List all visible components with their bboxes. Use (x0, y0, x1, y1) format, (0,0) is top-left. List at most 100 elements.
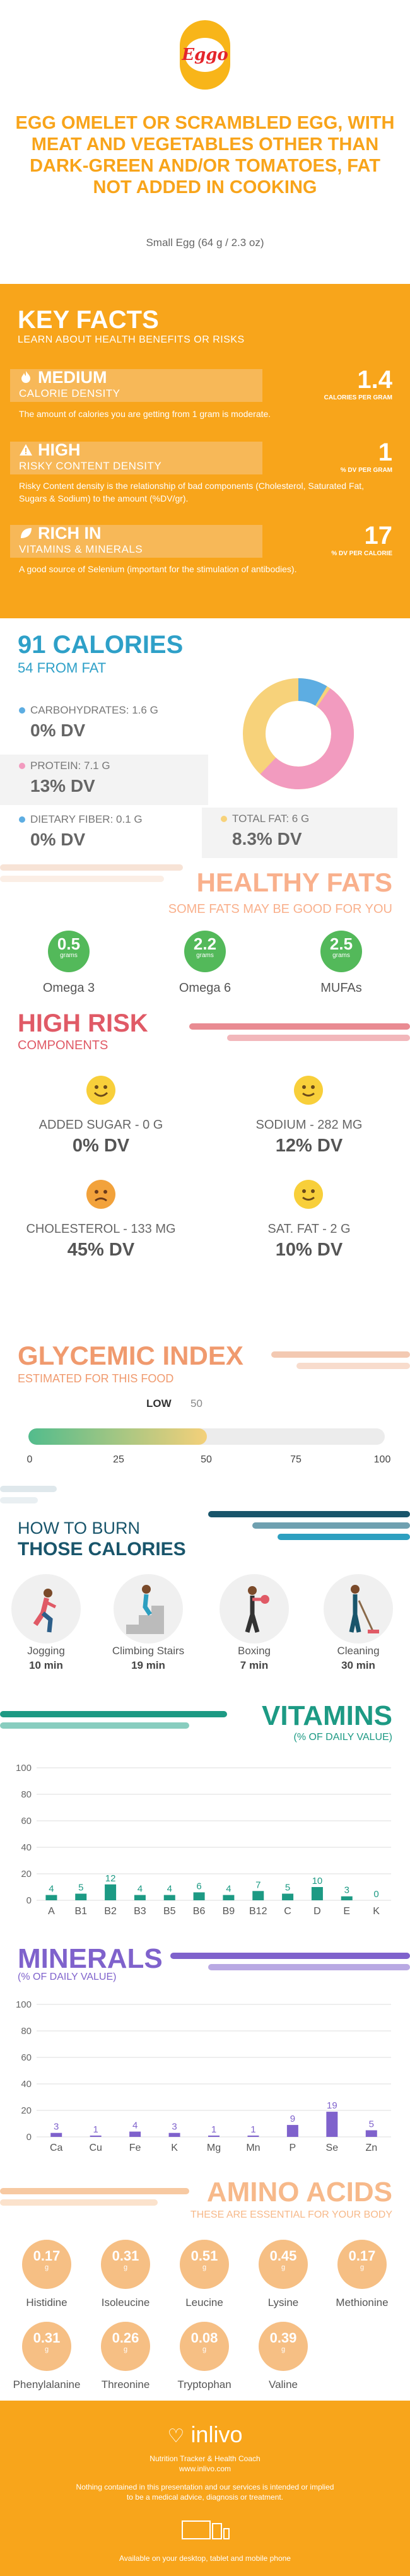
bar-value-label: 9 (290, 2114, 295, 2124)
deco-stripe (296, 1363, 410, 1369)
kf-level-medium: MEDIUM (19, 368, 107, 387)
amino-badge: 0.17 g (337, 2240, 387, 2289)
x-tick-label: C (284, 1906, 291, 1917)
amino-subtitle: THESE ARE ESSENTIAL FOR YOUR BODY (190, 2209, 392, 2220)
kf-desc: Risky Content density is the relationshi… (19, 481, 365, 503)
x-tick-label: B1 (74, 1906, 87, 1917)
amino-badge: 0.26 g (101, 2322, 150, 2371)
bar (193, 1892, 205, 1900)
minerals-title: MINERALS (18, 1943, 163, 1974)
bar-value-label: 1 (211, 2124, 216, 2135)
footer-tagline: Nutrition Tracker & Health Coach (149, 2454, 261, 2463)
mufas-badge: 2.5 grams (320, 931, 362, 972)
nutrient-fat: TOTAL FAT: 6 g 8.3% DV (202, 808, 397, 858)
fat-name: MUFAs (320, 981, 362, 995)
high-risk-title: HIGH RISK (18, 1009, 148, 1037)
nutrient-label: DIETARY FIBER: 0.1 g (30, 813, 143, 825)
bar-value-label: 5 (369, 2119, 374, 2130)
logo-text: Eggo (182, 45, 228, 64)
amino-name: Lysine (267, 2297, 299, 2308)
bar (326, 2112, 338, 2137)
smile-face-icon (294, 1180, 323, 1209)
x-tick-label: E (343, 1906, 350, 1917)
donut-carbs-slice (243, 678, 354, 789)
deco-stripe (0, 1486, 57, 1492)
x-tick-label: B5 (163, 1906, 176, 1917)
amino-name: Isoleucine (101, 2297, 150, 2308)
x-tick-label: B6 (193, 1906, 206, 1917)
healthy-fats-subtitle: SOME FATS MAY BE GOOD FOR YOU (168, 902, 392, 916)
x-tick-label: A (48, 1906, 55, 1917)
risk-dv: 0% DV (72, 1136, 130, 1156)
bar (163, 1895, 175, 1900)
calories-title: 91 CALORIES (18, 631, 184, 659)
gi-tick: 0 (26, 1454, 33, 1465)
bar (365, 2130, 377, 2137)
y-tick-label: 100 (16, 1763, 32, 1773)
x-tick-label: Mg (207, 2143, 221, 2153)
risk-dv: 45% DV (67, 1240, 135, 1260)
x-tick-label: Fe (129, 2143, 141, 2153)
kf-badge-bg (10, 525, 262, 558)
kf-unit: % DV PER CALORIE (331, 550, 392, 557)
gi-tick: 75 (290, 1454, 302, 1465)
bar-value-label: 3 (54, 2122, 59, 2132)
y-tick-label: 0 (26, 1895, 32, 1906)
nutrient-fiber: DIETARY FIBER: 0.1 g 0% DV (0, 811, 208, 861)
glycemic-level: LOW (146, 1397, 172, 1409)
bar-value-label: 5 (285, 1883, 290, 1893)
y-tick-label: 80 (21, 1789, 32, 1800)
serving-size: Small Egg (64 g / 2.3 oz) (146, 237, 264, 249)
glycemic-bar-fill (28, 1428, 207, 1445)
flame-icon (19, 369, 34, 383)
risk-dv: 12% DV (275, 1136, 343, 1156)
deco-stripe (0, 864, 183, 871)
activity-time: 19 min (131, 1659, 165, 1671)
kf-value: 1.4 (357, 366, 392, 394)
x-tick-label: B9 (223, 1906, 235, 1917)
bar-value-label: 4 (138, 1884, 143, 1895)
x-tick-label: B2 (104, 1906, 117, 1917)
sad-face-icon (86, 1180, 115, 1209)
footer-url[interactable]: www.inlivo.com (179, 2464, 231, 2473)
heart-icon: ♡ (167, 2426, 185, 2447)
vitamins-subtitle: (% OF DAILY VALUE) (293, 1732, 392, 1743)
brand-logo: Eggo (180, 20, 230, 90)
fat-name: Omega 6 (179, 981, 231, 995)
y-tick-label: 0 (26, 2132, 32, 2143)
kf-metric: CALORIE DENSITY (19, 387, 120, 399)
y-tick-label: 40 (21, 2079, 32, 2090)
footer-brand: ♡ inlivo (167, 2421, 243, 2447)
bar-value-label: 7 (255, 1879, 261, 1890)
protein-dot (19, 763, 25, 769)
bar-value-label: 6 (196, 1881, 201, 1891)
glycemic-value: 50 (190, 1397, 202, 1409)
bar (247, 2135, 259, 2137)
y-tick-label: 20 (21, 2105, 32, 2116)
bar (252, 1891, 264, 1900)
nutrient-label: PROTEIN: 7.1 g (30, 760, 110, 772)
kf-value: 17 (364, 522, 393, 550)
activity-time: 30 min (341, 1659, 375, 1671)
deco-stripe (0, 1497, 38, 1503)
key-facts-title: KEY FACTS (18, 306, 159, 334)
kf-level-high: HIGH (19, 440, 81, 460)
x-tick-label: K (171, 2143, 178, 2153)
bar-value-label: 3 (344, 1885, 349, 1896)
amino-name: Phenylalanine (13, 2379, 81, 2391)
calorie-donut-chart (243, 678, 354, 789)
bar-value-label: 10 (312, 1876, 323, 1886)
bar (341, 1896, 353, 1900)
bar-value-label: 4 (226, 1884, 231, 1895)
amino-badge: 0.45 g (259, 2240, 308, 2289)
deco-stripe (271, 1351, 410, 1358)
amino-badge: 0.08 g (180, 2322, 229, 2371)
y-tick-label: 40 (21, 1842, 32, 1853)
amino-name: Leucine (185, 2297, 223, 2308)
amino-name: Tryptophan (177, 2379, 231, 2391)
minerals-bar-chart: 0 20 40 60 80 100 3 Ca 1 Cu 4 Fe 3 K 1 Mg 1 Mn 9 P 19 Se 5 Zn (16, 1999, 391, 2153)
gi-tick: 25 (113, 1454, 124, 1465)
nutrient-carbs: CARBOHYDRATES: 1.6 g 0% DV (0, 702, 208, 752)
bar (45, 1895, 57, 1900)
vitamins-bar-chart: 0204060801004A5B112B24B34B56B64B97B125C1… (16, 1763, 391, 1917)
